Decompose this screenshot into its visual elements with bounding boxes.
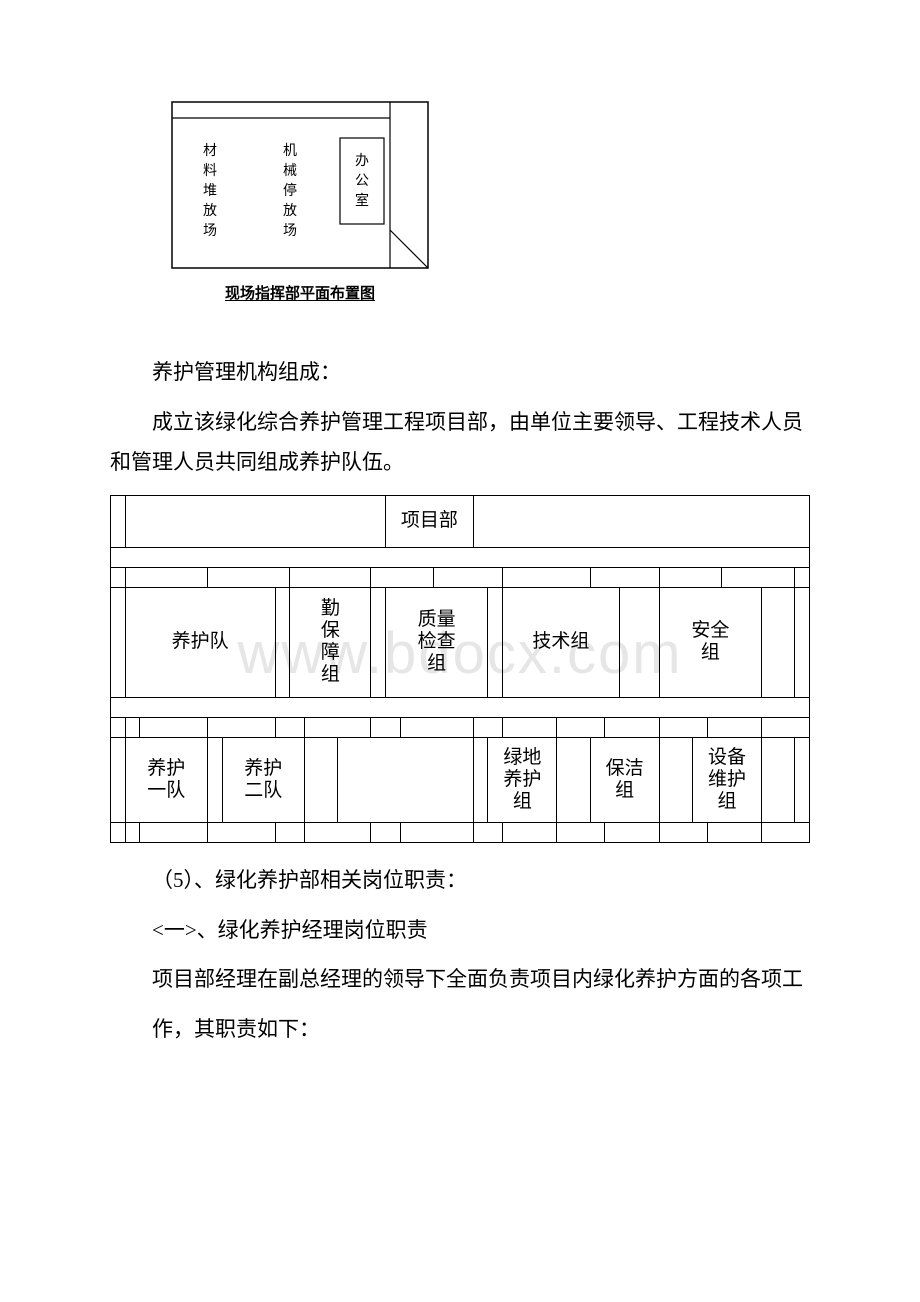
svg-text:堆: 堆	[203, 183, 217, 199]
floor-plan-diagram: 材 料 堆 放 场 机 械 停 放 场 办 公 室	[170, 100, 430, 270]
svg-text:办: 办	[355, 153, 369, 169]
svg-text:放: 放	[203, 203, 217, 219]
org-top: 项目部	[386, 495, 474, 547]
floor-plan-caption: 现场指挥部平面布置图	[170, 282, 430, 303]
org-row2-d: 技术组	[502, 587, 619, 697]
svg-text:料: 料	[203, 163, 217, 179]
svg-text:公: 公	[355, 174, 369, 189]
svg-text:室: 室	[355, 192, 369, 209]
svg-text:械: 械	[283, 163, 297, 179]
paragraph-2: 成立该绿化综合养护管理工程项目部，由单位主要领导、工程技术人员和管理人员共同组成…	[110, 403, 810, 483]
org-row2-b: 勤保障组	[290, 587, 371, 697]
svg-text:停: 停	[283, 182, 297, 199]
org-row3-b: 养护二队	[222, 737, 304, 822]
org-chart-table: 项目部 养护队 勤保障组 质量检查组 技术组 安全组	[110, 495, 810, 843]
paragraph-4: <一>、绿化养护经理岗位职责	[110, 911, 810, 951]
org-row2-e: 安全组	[659, 587, 761, 697]
org-row3-a: 养护一队	[125, 737, 207, 822]
svg-text:机: 机	[283, 143, 297, 159]
org-row2-a: 养护队	[125, 587, 275, 697]
svg-text:场: 场	[203, 223, 217, 239]
org-row3-c: 绿地养护组	[488, 737, 557, 822]
org-row3-d: 保洁组	[590, 737, 659, 822]
org-row3-e: 设备维护组	[692, 737, 761, 822]
svg-text:材: 材	[203, 143, 217, 159]
svg-text:放: 放	[283, 203, 297, 219]
org-row2-c: 质量检查组	[386, 587, 488, 697]
paragraph-3: （5）、绿化养护部相关岗位职责：	[110, 861, 810, 901]
paragraph-1: 养护管理机构组成：	[110, 353, 810, 393]
svg-text:场: 场	[283, 223, 297, 239]
paragraph-6: 作，其职责如下：	[110, 1010, 810, 1050]
paragraph-5: 项目部经理在副总经理的领导下全面负责项目内绿化养护方面的各项工	[110, 960, 810, 1000]
